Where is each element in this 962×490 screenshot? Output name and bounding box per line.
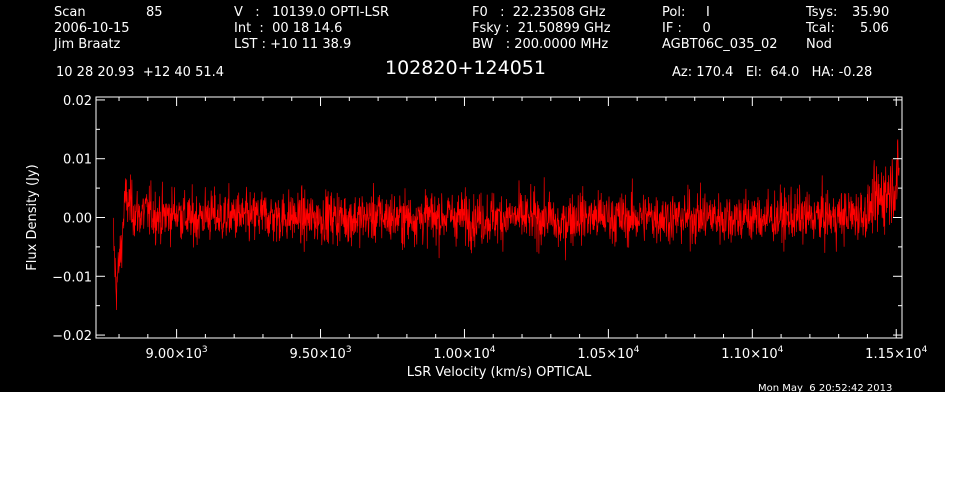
velocity-info: V : 10139.0 OPTI-LSR bbox=[234, 5, 390, 20]
integration-info: Int : 00 18 14.6 bbox=[234, 21, 343, 36]
polarization: Pol: I bbox=[662, 5, 710, 20]
source-coordinates: 10 28 20.93 +12 40 51.4 bbox=[56, 65, 225, 80]
y-tick-label: −0.02 bbox=[52, 329, 92, 344]
spectrum-line bbox=[112, 139, 900, 311]
rest-frequency: F0 : 22.23508 GHz bbox=[472, 5, 606, 20]
x-tick-label: 1.05×104 bbox=[577, 345, 639, 362]
y-tick-label: 0.01 bbox=[63, 153, 92, 168]
tcal-value: 5.06 bbox=[860, 21, 889, 36]
y-axis-label: Flux Density (Jy) bbox=[25, 164, 40, 270]
x-tick-label: 1.10×104 bbox=[721, 345, 783, 362]
project-id: AGBT06C_035_02 bbox=[662, 37, 778, 52]
y-tick-label: 0.02 bbox=[63, 94, 92, 109]
tcal-label: Tcal: bbox=[806, 21, 835, 36]
plot-timestamp: Mon May 6 20:52:42 2013 bbox=[758, 383, 893, 394]
x-tick-label: 1.00×104 bbox=[433, 345, 495, 362]
tsys-value: 35.90 bbox=[852, 5, 890, 20]
source-name: 102820+124051 bbox=[385, 57, 546, 79]
scan-label: Scan bbox=[54, 5, 86, 20]
x-tick-label: 9.00×103 bbox=[146, 345, 208, 362]
sky-frequency: Fsky : 21.50899 GHz bbox=[472, 21, 611, 36]
observer-name: Jim Braatz bbox=[54, 37, 121, 52]
if-number: IF : 0 bbox=[662, 21, 711, 36]
plot-panel bbox=[0, 0, 945, 392]
spectrum-chart: 9.00×103 9.50×103 1.00×104 1.05×104 1.10×104… bbox=[25, 94, 928, 380]
y-tick-label: −0.01 bbox=[52, 270, 92, 285]
x-axis-label: LSR Velocity (km/s) OPTICAL bbox=[407, 365, 592, 380]
x-tick-label: 1.15×104 bbox=[865, 345, 927, 362]
procedure: Nod bbox=[806, 37, 832, 52]
tsys-label: Tsys: bbox=[806, 5, 838, 20]
bandwidth: BW : 200.0000 MHz bbox=[472, 37, 609, 52]
scan-value: 85 bbox=[146, 5, 163, 20]
obs-date: 2006-10-15 bbox=[54, 21, 130, 36]
lst-info: LST : +10 11 38.9 bbox=[234, 37, 352, 52]
x-tick-label: 9.50×103 bbox=[289, 345, 351, 362]
y-tick-label: 0.00 bbox=[63, 212, 92, 227]
az-el-ha: Az: 170.4 El: 64.0 HA: -0.28 bbox=[672, 65, 873, 80]
